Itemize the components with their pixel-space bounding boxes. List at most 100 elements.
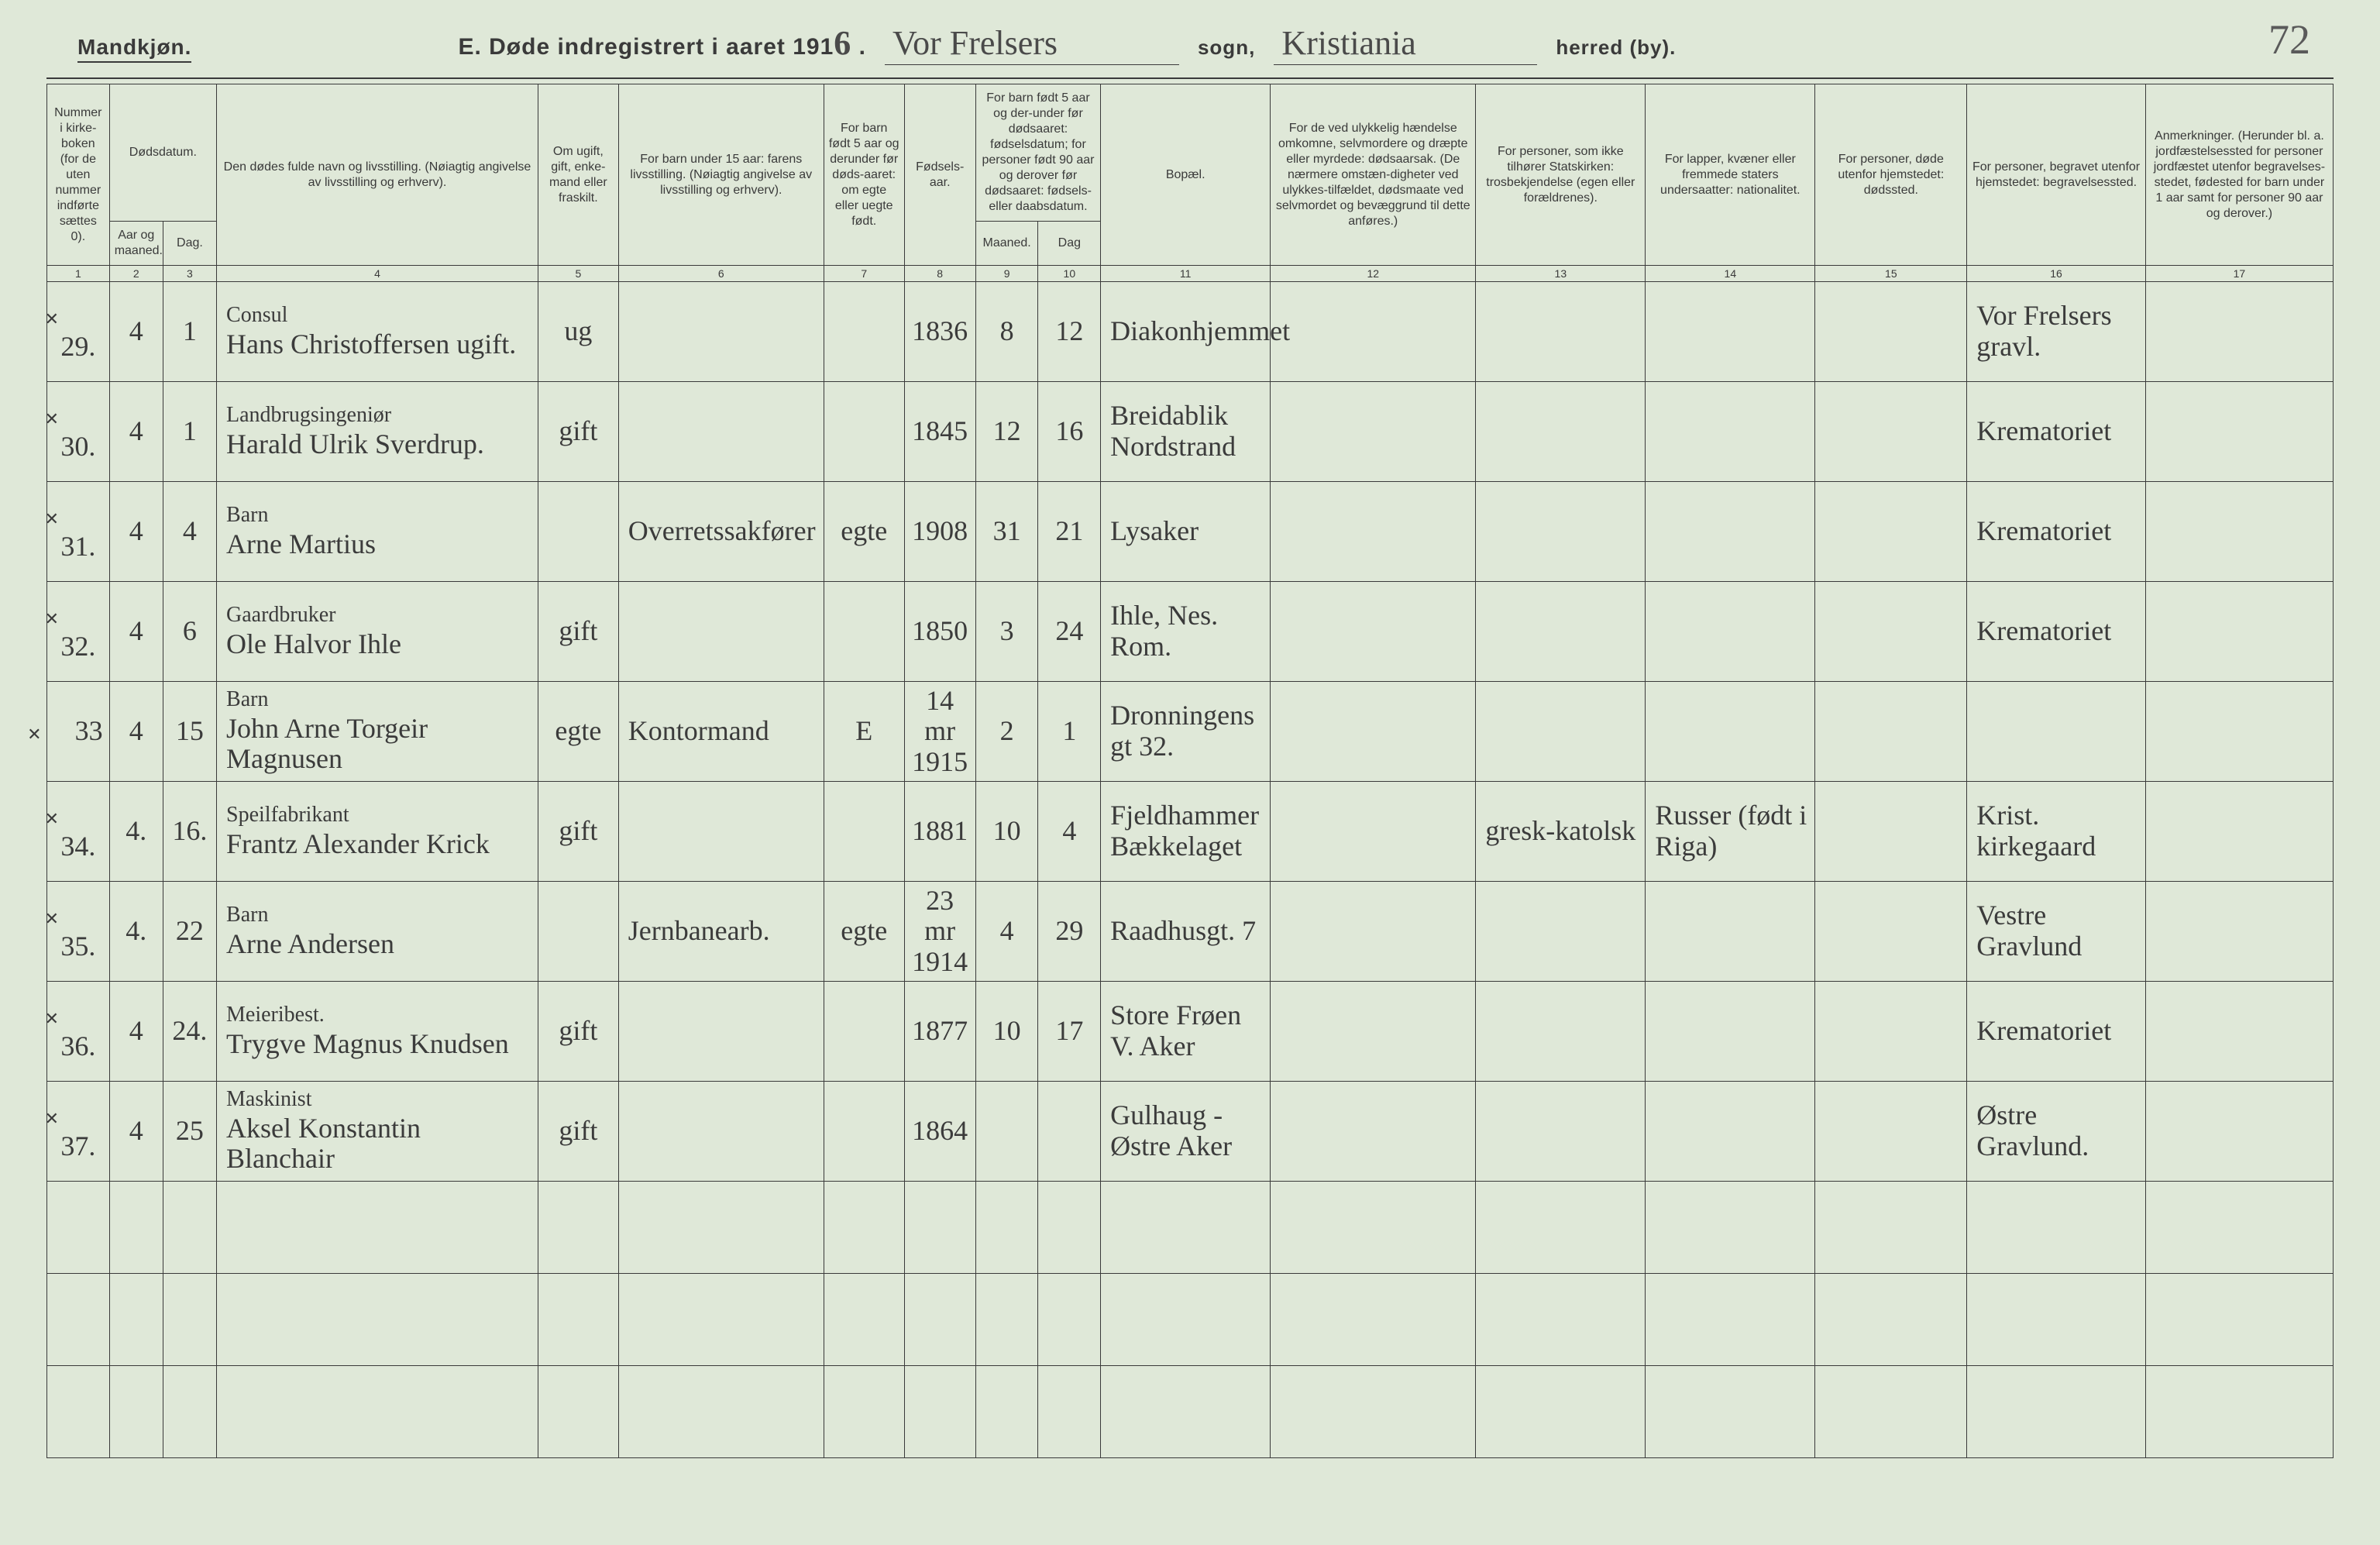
cell-father xyxy=(618,582,824,682)
row-mark: ✕ xyxy=(45,309,59,329)
cell-byr: 1845 xyxy=(904,382,975,482)
cell-c13 xyxy=(1476,1082,1646,1182)
sogn-label: sogn, xyxy=(1198,36,1255,60)
col-2-head: Aar og maaned. xyxy=(109,222,163,266)
col-6-head: For barn under 15 aar: farens livsstilli… xyxy=(618,84,824,266)
table-row: ✕ 35.4.22BarnArne AndersenJernbanearb.eg… xyxy=(47,882,2334,982)
col-4-head: Den dødes fulde navn og livsstilling. (N… xyxy=(217,84,538,266)
table-row: ✕ 37.425MaskinistAksel Konstantin Blanch… xyxy=(47,1082,2334,1182)
herred-label: herred (by). xyxy=(1556,36,1676,60)
cell-empty xyxy=(217,1366,538,1458)
cell-empty xyxy=(1646,1182,1815,1274)
cell-bd xyxy=(1038,1082,1101,1182)
cell-empty xyxy=(1271,1274,1476,1366)
cell-name: ConsulHans Christoffersen ugift. xyxy=(217,282,538,382)
cell-c12 xyxy=(1271,682,1476,782)
cell-res: Store Frøen V. Aker xyxy=(1101,982,1271,1082)
cell-month: 4. xyxy=(109,882,163,982)
cell-burial: Vestre Gravlund xyxy=(1967,882,2146,982)
cell-day: 4 xyxy=(163,482,216,582)
col-8-head: Fødsels-aar. xyxy=(904,84,975,266)
cell-legit xyxy=(824,582,904,682)
cell-father xyxy=(618,282,824,382)
col-13-head: For personer, som ikke tilhører Statskir… xyxy=(1476,84,1646,266)
cell-empty xyxy=(904,1274,975,1366)
cell-num: ✕ 31. xyxy=(47,482,110,582)
cell-burial xyxy=(1967,682,2146,782)
coln-2: 2 xyxy=(109,266,163,282)
cell-day: 1 xyxy=(163,382,216,482)
cell-empty xyxy=(975,1366,1038,1458)
cell-legit xyxy=(824,1082,904,1182)
table-row: ✕ 33415BarnJohn Arne Torgeir Magnusenegt… xyxy=(47,682,2334,782)
cell-c12 xyxy=(1271,882,1476,982)
occupation: Consul xyxy=(226,304,533,328)
cell-day: 25 xyxy=(163,1082,216,1182)
title-text: E. Døde indregistrert i aaret 191 xyxy=(458,34,834,60)
cell-month: 4 xyxy=(109,582,163,682)
cell-month: 4 xyxy=(109,682,163,782)
cell-empty xyxy=(47,1182,110,1274)
cell-empty xyxy=(1967,1366,2146,1458)
cell-empty xyxy=(1815,1274,1967,1366)
cell-c17 xyxy=(2145,1082,2333,1182)
cell-bm: 12 xyxy=(975,382,1038,482)
coln-8: 8 xyxy=(904,266,975,282)
cell-empty xyxy=(1101,1366,1271,1458)
cell-empty xyxy=(1476,1366,1646,1458)
cell-bd: 12 xyxy=(1038,282,1101,382)
cell-empty xyxy=(1271,1366,1476,1458)
cell-empty xyxy=(163,1366,216,1458)
cell-c17 xyxy=(2145,782,2333,882)
table-row: ✕ 32.46GaardbrukerOle Halvor Ihlegift185… xyxy=(47,582,2334,682)
cell-burial: Krematoriet xyxy=(1967,382,2146,482)
cell-day: 15 xyxy=(163,682,216,782)
col-15-head: For personer, døde utenfor hjemstedet: d… xyxy=(1815,84,1967,266)
cell-empty xyxy=(1271,1182,1476,1274)
table-row: ✕ 31.44BarnArne MartiusOverretssakførere… xyxy=(47,482,2334,582)
cell-empty xyxy=(904,1366,975,1458)
col-9-10-top: For barn født 5 aar og der-under før død… xyxy=(975,84,1100,222)
cell-empty xyxy=(824,1366,904,1458)
cell-empty xyxy=(47,1274,110,1366)
ledger-page: 72 Mandkjøn. E. Døde indregistrert i aar… xyxy=(0,0,2380,1545)
cell-byr: 1864 xyxy=(904,1082,975,1182)
cell-bm: 8 xyxy=(975,282,1038,382)
cell-bm: 4 xyxy=(975,882,1038,982)
cell-empty xyxy=(1101,1274,1271,1366)
cell-c14 xyxy=(1646,282,1815,382)
cell-res: Fjeldhammer Bækkelaget xyxy=(1101,782,1271,882)
cell-empty xyxy=(538,1274,618,1366)
cell-legit: egte xyxy=(824,482,904,582)
col-11-head: Bopæl. xyxy=(1101,84,1271,266)
cell-c15 xyxy=(1815,382,1967,482)
col-5-head: Om ugift, gift, enke-mand eller fraskilt… xyxy=(538,84,618,266)
cell-res: Diakonhjemmet xyxy=(1101,282,1271,382)
cell-num: ✕ 36. xyxy=(47,982,110,1082)
person-name: Arne Andersen xyxy=(226,929,533,960)
row-mark: ✕ xyxy=(45,409,59,428)
cell-c15 xyxy=(1815,282,1967,382)
cell-res: Breidablik Nordstrand xyxy=(1101,382,1271,482)
cell-empty xyxy=(1967,1274,2146,1366)
row-mark: ✕ xyxy=(45,1109,59,1128)
cell-c17 xyxy=(2145,382,2333,482)
cell-c12 xyxy=(1271,382,1476,482)
cell-father: Overretssakfører xyxy=(618,482,824,582)
cell-day: 24. xyxy=(163,982,216,1082)
cell-res: Raadhusgt. 7 xyxy=(1101,882,1271,982)
coln-6: 6 xyxy=(618,266,824,282)
person-name: Arne Martius xyxy=(226,529,533,560)
row-mark: ✕ xyxy=(45,1009,59,1028)
row-mark: ✕ xyxy=(45,809,59,828)
cell-c12 xyxy=(1271,582,1476,682)
cell-c15 xyxy=(1815,1082,1967,1182)
occupation: Maskinist xyxy=(226,1088,533,1112)
cell-c14 xyxy=(1646,482,1815,582)
col-16-head: For personer, begravet utenfor hjemstede… xyxy=(1967,84,2146,266)
cell-civil: gift xyxy=(538,782,618,882)
row-mark: ✕ xyxy=(45,509,59,528)
cell-c17 xyxy=(2145,882,2333,982)
cell-empty xyxy=(163,1182,216,1274)
cell-empty xyxy=(1967,1182,2146,1274)
